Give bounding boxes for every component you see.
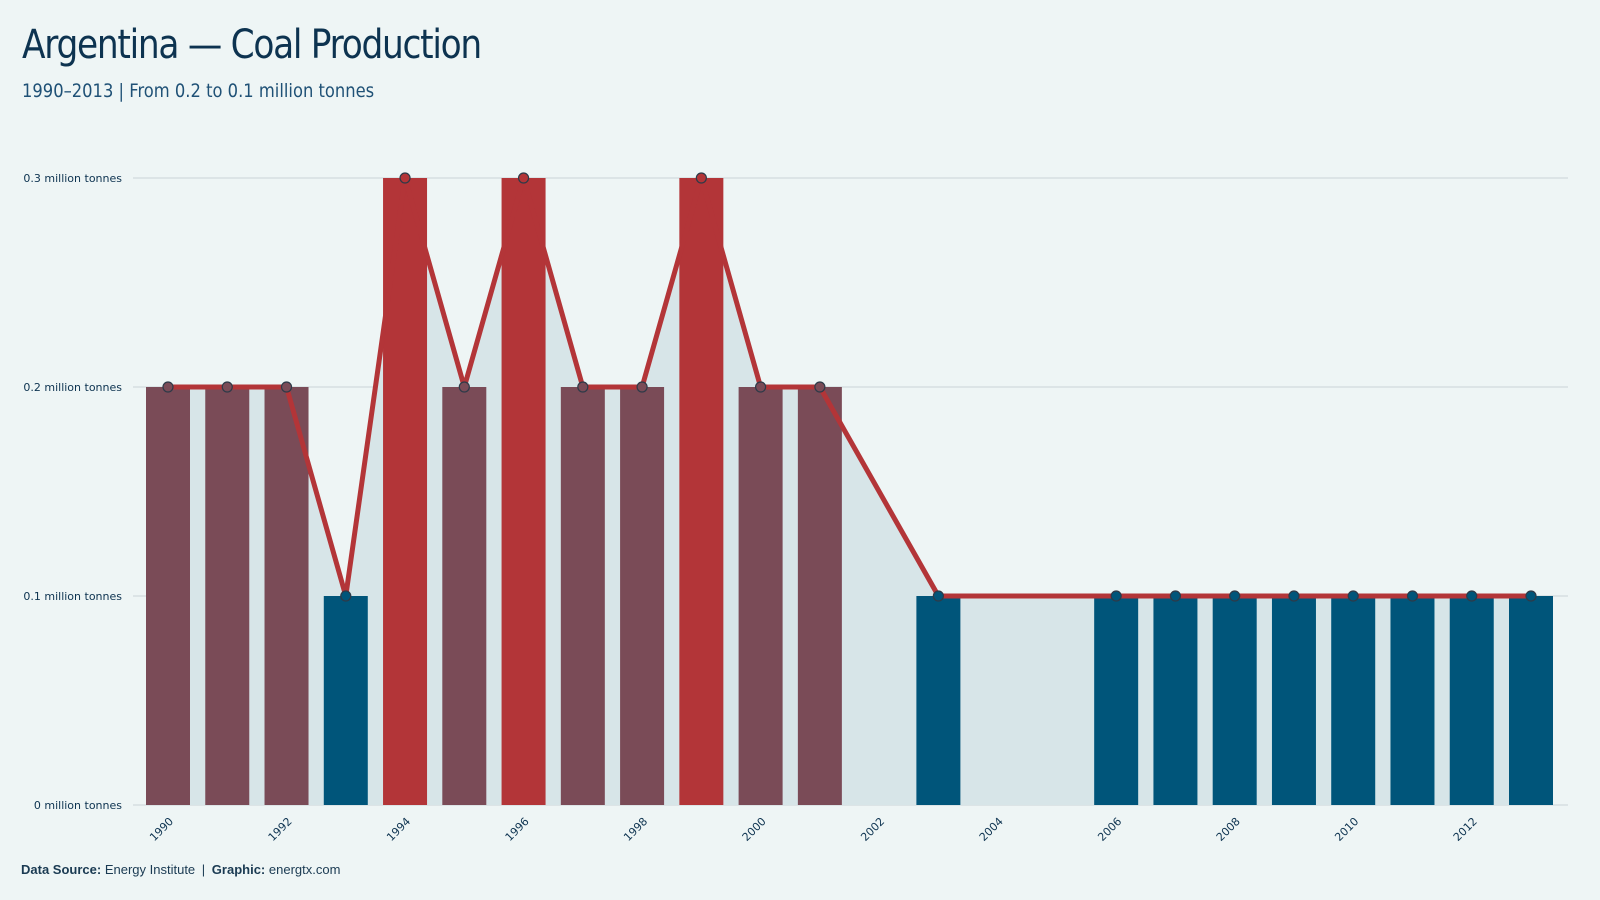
bar-2009 xyxy=(1271,596,1316,805)
marker-2008 xyxy=(1229,590,1241,602)
marker-1994 xyxy=(399,172,411,184)
bar-2010 xyxy=(1331,596,1376,805)
bar-1998 xyxy=(620,387,665,805)
x-axis-ticks: 1990 1992 1994 1996 1998 2000 2002 2004 2006 2008… xyxy=(147,815,1480,844)
marker-1992 xyxy=(280,381,293,393)
bar-1993 xyxy=(323,596,368,805)
marker-2010 xyxy=(1347,590,1359,602)
bar-2001 xyxy=(797,387,842,805)
bar-1990 xyxy=(146,387,190,805)
x-tick-label: 2012 xyxy=(1451,815,1480,844)
marker-1995 xyxy=(458,381,470,393)
footer-separator: | xyxy=(201,862,206,877)
y-tick-label: 0.3 million tonnes xyxy=(23,172,122,185)
source-label: Data Source: xyxy=(21,862,102,877)
marker-2013 xyxy=(1525,590,1537,602)
x-tick-label: 2004 xyxy=(977,815,1006,844)
y-tick-label: 0.1 million tonnes xyxy=(23,590,122,603)
source-value: Energy Institute xyxy=(104,862,196,877)
marker-1999 xyxy=(695,172,707,184)
x-tick-label: 2000 xyxy=(740,815,769,844)
marker-1998 xyxy=(636,381,648,393)
bar-1999 xyxy=(679,178,724,805)
chart-subtitle: 1990–2013 | From 0.2 to 0.1 million tonn… xyxy=(22,80,375,102)
bar-2012 xyxy=(1449,596,1494,805)
bars xyxy=(146,178,1553,805)
bar-2000 xyxy=(738,387,783,805)
marker-1996 xyxy=(517,172,530,184)
marker-2009 xyxy=(1288,590,1300,602)
x-tick-label: 2002 xyxy=(858,815,887,844)
marker-1997 xyxy=(577,381,589,393)
x-tick-label: 2008 xyxy=(1214,815,1243,844)
y-axis-ticks: 0 million tonnes 0.1 million tonnes 0.2 mi… xyxy=(23,172,122,812)
marker-2000 xyxy=(755,381,767,393)
marker-1991 xyxy=(221,381,233,393)
x-tick-label: 2010 xyxy=(1332,815,1361,844)
footer: Data Source: Energy Institute | Graphic:… xyxy=(21,862,340,877)
marker-2012 xyxy=(1466,590,1478,602)
bar-1992 xyxy=(264,387,309,805)
bar-1995 xyxy=(442,387,487,805)
bar-1997 xyxy=(560,387,605,805)
bar-2008 xyxy=(1212,596,1257,805)
y-tick-label: 0.2 million tonnes xyxy=(23,381,122,394)
bar-2013 xyxy=(1509,596,1553,805)
marker-1990 xyxy=(162,381,174,393)
bar-2011 xyxy=(1390,596,1435,805)
y-tick-label: 0 million tonnes xyxy=(34,799,122,812)
x-tick-label: 1990 xyxy=(147,815,176,844)
marker-2001 xyxy=(814,381,826,393)
x-tick-label: 1992 xyxy=(266,815,295,844)
chart-title: Argentina — Coal Production xyxy=(22,22,482,68)
x-tick-label: 1996 xyxy=(503,815,532,844)
bar-2003 xyxy=(916,596,961,805)
area-fill xyxy=(168,178,1531,805)
graphic-value: energtx.com xyxy=(268,862,341,877)
marker-2006 xyxy=(1110,590,1122,602)
x-tick-label: 1994 xyxy=(384,815,413,844)
x-tick-label: 1998 xyxy=(621,815,650,844)
marker-2007 xyxy=(1169,590,1182,602)
marker-2003 xyxy=(932,590,944,602)
x-tick-label: 2006 xyxy=(1095,815,1124,844)
bar-2007 xyxy=(1153,596,1198,805)
graphic-label: Graphic: xyxy=(211,862,266,877)
bar-1996 xyxy=(501,178,546,805)
marker-1993 xyxy=(340,590,352,602)
marker-2011 xyxy=(1406,590,1419,602)
markers xyxy=(162,172,1537,602)
bar-2006 xyxy=(1094,596,1139,805)
area-shape xyxy=(168,178,1531,805)
bar-1991 xyxy=(205,387,250,805)
